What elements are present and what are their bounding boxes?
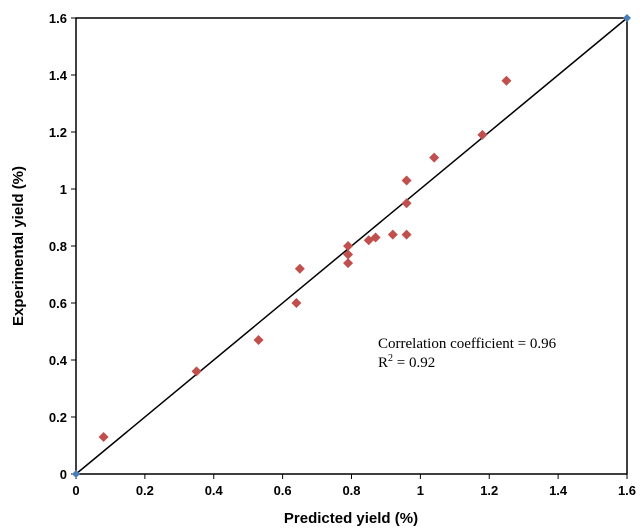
- data-point: [429, 152, 440, 163]
- y-tick-label: 0.4: [49, 353, 68, 368]
- data-point: [501, 75, 512, 86]
- x-axis-ticks: 0 0.2 0.4 0.6 0.8 1 1.2 1.4 1.6: [72, 474, 636, 498]
- y-tick-label: 1.6: [49, 11, 67, 26]
- data-point: [343, 249, 354, 260]
- annotation-r-squared: R2 = 0.92: [378, 353, 435, 371]
- annotation-correlation: Correlation coefficient = 0.96: [378, 336, 557, 352]
- y-tick-label: 1.4: [49, 68, 68, 83]
- y-tick-label: 1: [60, 182, 67, 197]
- data-point: [477, 129, 488, 140]
- annotation-r-superscript: 2: [388, 353, 393, 364]
- y-tick-label: 0.2: [49, 410, 67, 425]
- y-axis-label: Experimental yield (%): [10, 166, 27, 326]
- y-tick-label: 0.8: [49, 239, 67, 254]
- data-point: [401, 229, 412, 240]
- data-point: [253, 335, 264, 346]
- reference-endpoint-marker: [72, 470, 80, 478]
- data-point: [343, 241, 354, 251]
- data-point: [343, 258, 354, 269]
- x-tick-label: 1.4: [549, 483, 568, 498]
- x-axis-label: Predicted yield (%): [284, 510, 418, 527]
- x-tick-label: 0: [72, 483, 79, 498]
- x-tick-label: 1.6: [618, 483, 636, 498]
- y-tick-label: 1.2: [49, 125, 67, 140]
- data-point: [294, 263, 305, 274]
- x-tick-label: 1: [417, 483, 424, 498]
- data-point: [401, 175, 412, 186]
- x-tick-label: 0.8: [342, 483, 360, 498]
- data-point: [191, 366, 202, 377]
- y-tick-label: 0.6: [49, 296, 67, 311]
- data-point: [291, 298, 302, 308]
- data-point: [98, 431, 109, 442]
- y-tick-label: 0: [60, 467, 67, 482]
- x-tick-label: 0.4: [205, 483, 224, 498]
- data-point: [401, 198, 412, 209]
- x-tick-label: 0.2: [136, 483, 154, 498]
- data-point: [370, 232, 381, 243]
- data-point: [387, 229, 398, 240]
- data-points: [98, 75, 512, 442]
- annotation-r-value: = 0.92: [393, 355, 435, 371]
- reference-line-endpoints: [72, 14, 631, 478]
- y-axis-ticks: 0 0.2 0.4 0.6 0.8 1 1.2 1.4 1.6: [49, 11, 76, 482]
- annotation-r-symbol: R: [378, 355, 388, 371]
- reference-endpoint-marker: [623, 14, 631, 22]
- x-tick-label: 0.6: [274, 483, 292, 498]
- x-tick-label: 1.2: [480, 483, 498, 498]
